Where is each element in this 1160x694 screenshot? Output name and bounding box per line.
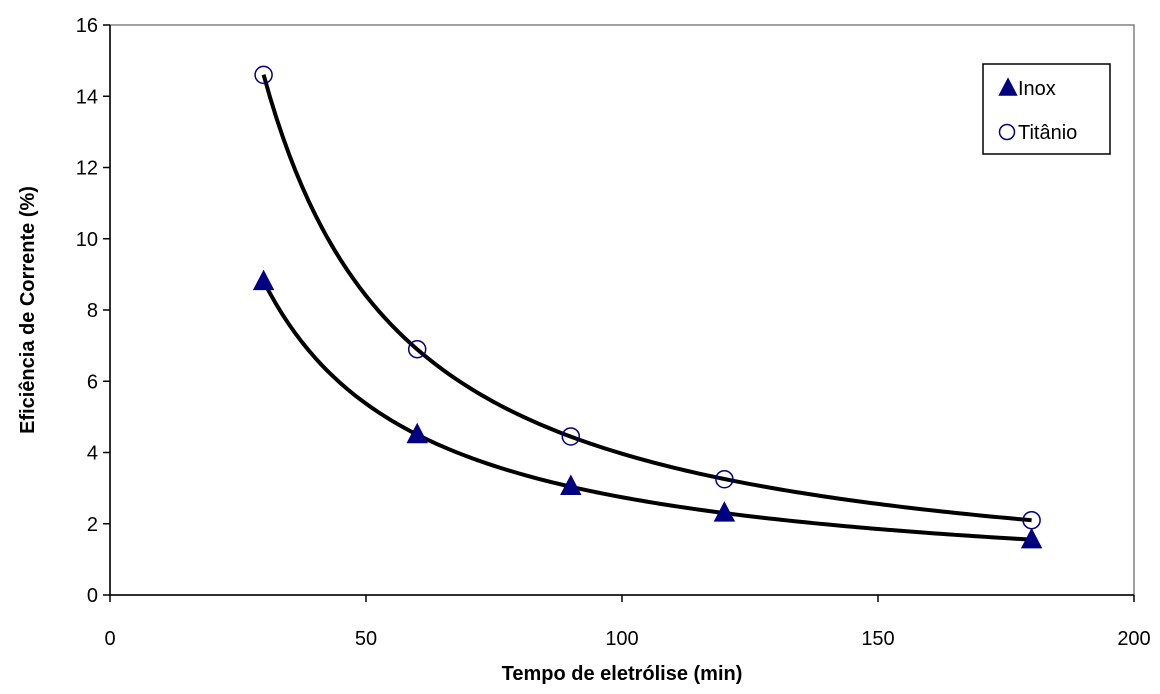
trend-lines	[261, 74, 1032, 542]
trend-line-titanio	[261, 74, 1032, 523]
x-tick-label: 150	[861, 628, 894, 650]
titanio-point	[407, 339, 427, 359]
plot-area	[109, 24, 1135, 596]
titanio-point	[715, 469, 734, 489]
titanio-point	[254, 65, 273, 85]
inox-point	[252, 269, 275, 291]
data-points	[252, 65, 1043, 549]
legend: Inox Titânio	[982, 63, 1111, 155]
x-tick-label: 50	[355, 628, 377, 650]
y-axis-title: Eficiência de Corrente (%)	[17, 186, 39, 434]
titanio-point	[561, 427, 581, 446]
y-tick-label: 0	[87, 585, 98, 607]
y-tick-label: 10	[76, 229, 98, 251]
inox-point	[406, 422, 428, 444]
titanio-point	[1022, 510, 1041, 530]
y-tick-label: 4	[87, 443, 98, 465]
axes	[103, 24, 1135, 602]
y-tick-label: 6	[87, 371, 98, 393]
legend-marker-titanio	[998, 123, 1016, 141]
y-tick-label: 12	[76, 158, 98, 180]
y-tick-label: 14	[76, 86, 98, 108]
tick-labels: 0 2 4 6 8 10 12 14 16 0 50 100 150 200	[76, 15, 1151, 650]
legend-label: Titânio	[1018, 122, 1077, 144]
x-axis-title: Tempo de eletrólise (min)	[502, 663, 743, 685]
legend-label: Inox	[1018, 78, 1056, 100]
legend-marker-inox	[998, 77, 1018, 96]
trend-line-inox	[261, 280, 1032, 542]
y-tick-label: 2	[87, 514, 98, 536]
x-tick-label: 100	[605, 628, 638, 650]
x-tick-label: 200	[1117, 628, 1150, 650]
inox-point	[560, 474, 582, 495]
x-tick-label: 0	[104, 628, 115, 650]
inox-point	[1020, 527, 1043, 549]
inox-point	[713, 501, 736, 522]
y-tick-label: 16	[76, 15, 98, 37]
y-tick-label: 8	[87, 300, 98, 322]
